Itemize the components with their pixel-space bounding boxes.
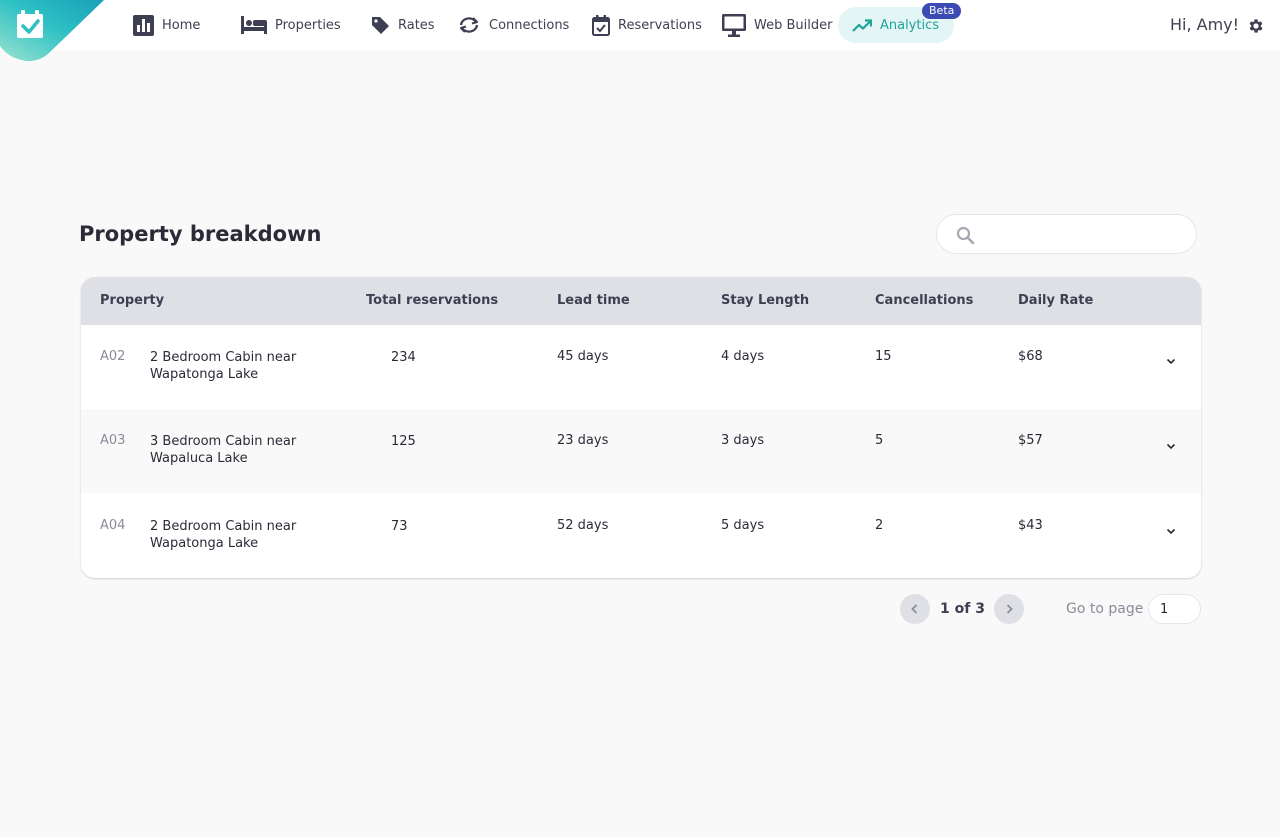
chevron-down-icon[interactable] — [1165, 525, 1177, 537]
table-row[interactable]: A03 3 Bedroom Cabin near Wapaluca Lake 1… — [81, 409, 1201, 493]
previous-page-button[interactable] — [900, 594, 930, 624]
nav-home[interactable]: Home — [133, 0, 200, 50]
column-header-total-reservations[interactable]: Total reservations — [366, 293, 499, 308]
total-reservations: 125 — [391, 434, 416, 449]
property-code: A03 — [100, 433, 126, 448]
column-header-lead-time[interactable]: Lead time — [557, 293, 630, 308]
section-title: Property breakdown — [79, 222, 322, 246]
nav-analytics-label: Analytics — [880, 17, 940, 33]
cancellations: 2 — [875, 518, 884, 533]
property-code: A02 — [100, 349, 126, 364]
nav-connections-label: Connections — [489, 17, 570, 33]
nav-analytics[interactable]: Analytics — [838, 7, 955, 43]
search-input[interactable] — [983, 223, 1183, 245]
chevron-left-icon — [911, 604, 918, 614]
table-header: Property Total reservations Lead time St… — [81, 277, 1201, 325]
nav-properties-label: Properties — [275, 17, 341, 33]
table-row[interactable]: A02 2 Bedroom Cabin near Wapatonga Lake … — [81, 325, 1201, 409]
property-code: A04 — [100, 518, 126, 533]
monitor-icon — [722, 13, 746, 37]
tag-icon — [372, 16, 389, 34]
nav-reservations-label: Reservations — [618, 17, 702, 33]
nav-rates-label: Rates — [398, 17, 435, 33]
nav-reservations[interactable]: Reservations — [592, 0, 702, 50]
stay-length: 4 days — [721, 349, 765, 364]
column-header-property[interactable]: Property — [100, 293, 165, 308]
go-to-page-label: Go to page — [1066, 601, 1144, 617]
daily-rate: $43 — [1018, 518, 1043, 533]
nav-home-label: Home — [162, 17, 201, 33]
stay-length: 5 days — [721, 518, 765, 533]
chevron-right-icon — [1006, 604, 1013, 614]
app-logo[interactable] — [0, 0, 104, 62]
cancellations: 5 — [875, 433, 884, 448]
sync-icon — [459, 17, 479, 33]
gear-icon[interactable] — [1247, 17, 1265, 35]
next-page-button[interactable] — [994, 594, 1024, 624]
nav-web-builder-label: Web Builder — [754, 17, 833, 33]
user-greeting: Hi, Amy! — [1170, 15, 1240, 34]
column-header-daily-rate[interactable]: Daily Rate — [1018, 293, 1094, 308]
lead-time: 52 days — [557, 518, 609, 533]
table-row[interactable]: A04 2 Bedroom Cabin near Wapatonga Lake … — [81, 493, 1201, 578]
page-info: 1 of 3 — [940, 601, 985, 617]
chevron-down-icon[interactable] — [1165, 355, 1177, 367]
daily-rate: $68 — [1018, 349, 1043, 364]
property-name: 2 Bedroom Cabin near Wapatonga Lake — [150, 350, 297, 382]
nav-web-builder[interactable]: Web Builder — [722, 0, 832, 50]
nav-connections[interactable]: Connections — [457, 0, 569, 50]
nav-properties[interactable]: Properties — [241, 0, 341, 50]
stay-length: 3 days — [721, 433, 765, 448]
total-reservations: 73 — [391, 519, 408, 534]
column-header-cancellations[interactable]: Cancellations — [875, 293, 974, 308]
nav-rates[interactable]: Rates — [371, 0, 435, 50]
property-name: 2 Bedroom Cabin near Wapatonga Lake — [150, 519, 297, 551]
lead-time: 23 days — [557, 433, 609, 448]
bar-chart-icon — [133, 14, 154, 36]
trending-up-icon — [852, 18, 872, 32]
page-number-input[interactable] — [1148, 594, 1201, 624]
calendar-check-icon — [592, 14, 610, 36]
search-box[interactable] — [936, 214, 1197, 254]
search-icon — [956, 226, 975, 245]
daily-rate: $57 — [1018, 433, 1043, 448]
property-name: 3 Bedroom Cabin near Wapaluca Lake — [150, 434, 297, 466]
lead-time: 45 days — [557, 349, 609, 364]
total-reservations: 234 — [391, 350, 416, 365]
chevron-down-icon[interactable] — [1165, 440, 1177, 452]
property-table: Property Total reservations Lead time St… — [81, 277, 1201, 578]
top-navigation-bar: Home Properties Rates Connections Reserv… — [0, 0, 1280, 62]
cancellations: 15 — [875, 349, 892, 364]
column-header-stay-length[interactable]: Stay Length — [721, 293, 810, 308]
bed-icon — [241, 16, 267, 34]
beta-badge: Beta — [922, 3, 962, 19]
